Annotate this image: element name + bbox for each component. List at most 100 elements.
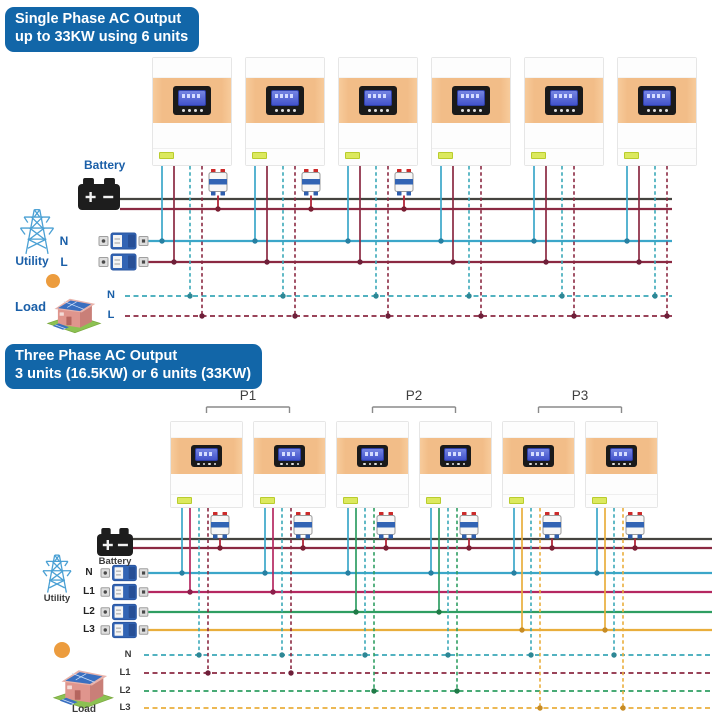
junction-dot bbox=[353, 609, 359, 615]
wire bbox=[27, 238, 47, 249]
house-door bbox=[74, 690, 81, 700]
wire bbox=[45, 560, 50, 567]
wire bbox=[48, 227, 55, 235]
junction-dot bbox=[511, 570, 517, 576]
breaker-terminal bbox=[637, 534, 642, 539]
breaker-terminal bbox=[406, 191, 411, 196]
junction-dot bbox=[454, 688, 460, 694]
inverter-display bbox=[638, 86, 676, 116]
battery-breaker-icon bbox=[394, 169, 414, 212]
battery-breaker-icon-3p bbox=[376, 512, 396, 551]
breaker-terminal bbox=[222, 534, 227, 539]
inverter-top-strip bbox=[586, 422, 657, 439]
breaker-terminal bbox=[628, 534, 633, 539]
banner-line: 3 units (16.5KW) or 6 units (33KW) bbox=[15, 365, 252, 382]
junction-dot bbox=[652, 293, 658, 299]
inverter-display bbox=[173, 86, 211, 116]
load-house-icon-3p bbox=[52, 670, 114, 709]
breaker-terminal bbox=[379, 534, 384, 539]
load-line-label-l: L bbox=[107, 309, 115, 321]
junction-dot bbox=[288, 670, 294, 676]
inverter-top-strip bbox=[432, 58, 510, 79]
junction-dot bbox=[262, 570, 268, 576]
phase-group-label-p2: P2 bbox=[405, 388, 423, 403]
utility-line-label-l: L bbox=[60, 255, 68, 269]
junction-dot bbox=[385, 313, 391, 319]
inverter-buttons bbox=[367, 109, 389, 113]
phase-group-bracket bbox=[537, 406, 623, 413]
wire bbox=[71, 672, 95, 683]
inverter-label-chip bbox=[177, 497, 192, 505]
junction-dot bbox=[217, 545, 223, 551]
junction-dot bbox=[179, 570, 185, 576]
inverter-unit bbox=[170, 421, 243, 508]
battery-breaker-icon bbox=[301, 169, 321, 212]
breaker-face bbox=[113, 235, 122, 247]
inverter-buttons bbox=[460, 109, 482, 113]
inverter-unit bbox=[152, 57, 232, 166]
junction-dot bbox=[537, 705, 543, 711]
breaker-clamp bbox=[128, 566, 136, 580]
junction-dot bbox=[438, 238, 444, 244]
utility-tower-icon bbox=[19, 209, 55, 254]
breaker-clamp bbox=[128, 623, 136, 637]
junction-dot bbox=[292, 313, 298, 319]
battery-breaker-icon-3p bbox=[459, 512, 479, 551]
junction-dot bbox=[345, 570, 351, 576]
inverter-buttons bbox=[181, 109, 203, 113]
breaker-stripe bbox=[211, 522, 229, 528]
wire bbox=[19, 227, 26, 235]
inverter-buttons bbox=[446, 462, 465, 466]
inverter-lcd-screen bbox=[643, 90, 671, 107]
battery-label-bottom: Battery bbox=[98, 556, 132, 567]
utility-breaker-n bbox=[100, 564, 149, 582]
inverter-unit bbox=[245, 57, 325, 166]
junction-dot bbox=[187, 589, 193, 595]
inverter-top-strip bbox=[525, 58, 603, 79]
breaker-stripe bbox=[395, 179, 413, 185]
inverter-display bbox=[440, 444, 471, 468]
inverter-buttons bbox=[363, 462, 382, 466]
junction-dot bbox=[602, 627, 608, 633]
junction-dot bbox=[205, 670, 211, 676]
inverter-front-band bbox=[153, 78, 231, 124]
junction-dot bbox=[428, 570, 434, 576]
inverter-front-band bbox=[525, 78, 603, 124]
breaker-face bbox=[114, 624, 124, 636]
inverter-top-strip bbox=[153, 58, 231, 79]
inverter-top-strip bbox=[254, 422, 325, 439]
load-line-label-n: N bbox=[107, 289, 115, 301]
utility-line-label-n: N bbox=[59, 234, 69, 248]
wire bbox=[33, 209, 41, 218]
breaker-face bbox=[114, 567, 124, 579]
breaker-terminal bbox=[471, 534, 476, 539]
battery-breaker-icon-3p bbox=[210, 512, 230, 551]
wire bbox=[62, 699, 74, 705]
battery-icon bbox=[78, 178, 120, 210]
inverter-front-band bbox=[246, 78, 324, 124]
wire bbox=[31, 216, 43, 229]
inverter-front-band bbox=[339, 78, 417, 124]
wire bbox=[63, 301, 85, 310]
inverter-label-chip bbox=[260, 497, 275, 505]
wire bbox=[45, 216, 51, 223]
wire bbox=[42, 570, 48, 577]
utility-breaker-l3 bbox=[100, 621, 149, 639]
inverter-lower-body bbox=[586, 473, 657, 507]
house-window bbox=[67, 685, 72, 690]
junction-dot bbox=[264, 259, 270, 265]
inverter-unit bbox=[617, 57, 697, 166]
breaker-stripe bbox=[302, 179, 320, 185]
inverter-lower-body bbox=[618, 123, 696, 165]
junction-dot bbox=[280, 293, 286, 299]
breaker-terminal bbox=[397, 191, 402, 196]
inverter-display bbox=[606, 444, 637, 468]
junction-dot bbox=[466, 293, 472, 299]
inverter-lower-body bbox=[503, 473, 574, 507]
junction-dot bbox=[357, 259, 363, 265]
junction-dot bbox=[270, 589, 276, 595]
inverter-lower-body bbox=[171, 473, 242, 507]
inverter-lower-body bbox=[432, 123, 510, 165]
utility-label-bottom: Utility bbox=[43, 593, 71, 604]
